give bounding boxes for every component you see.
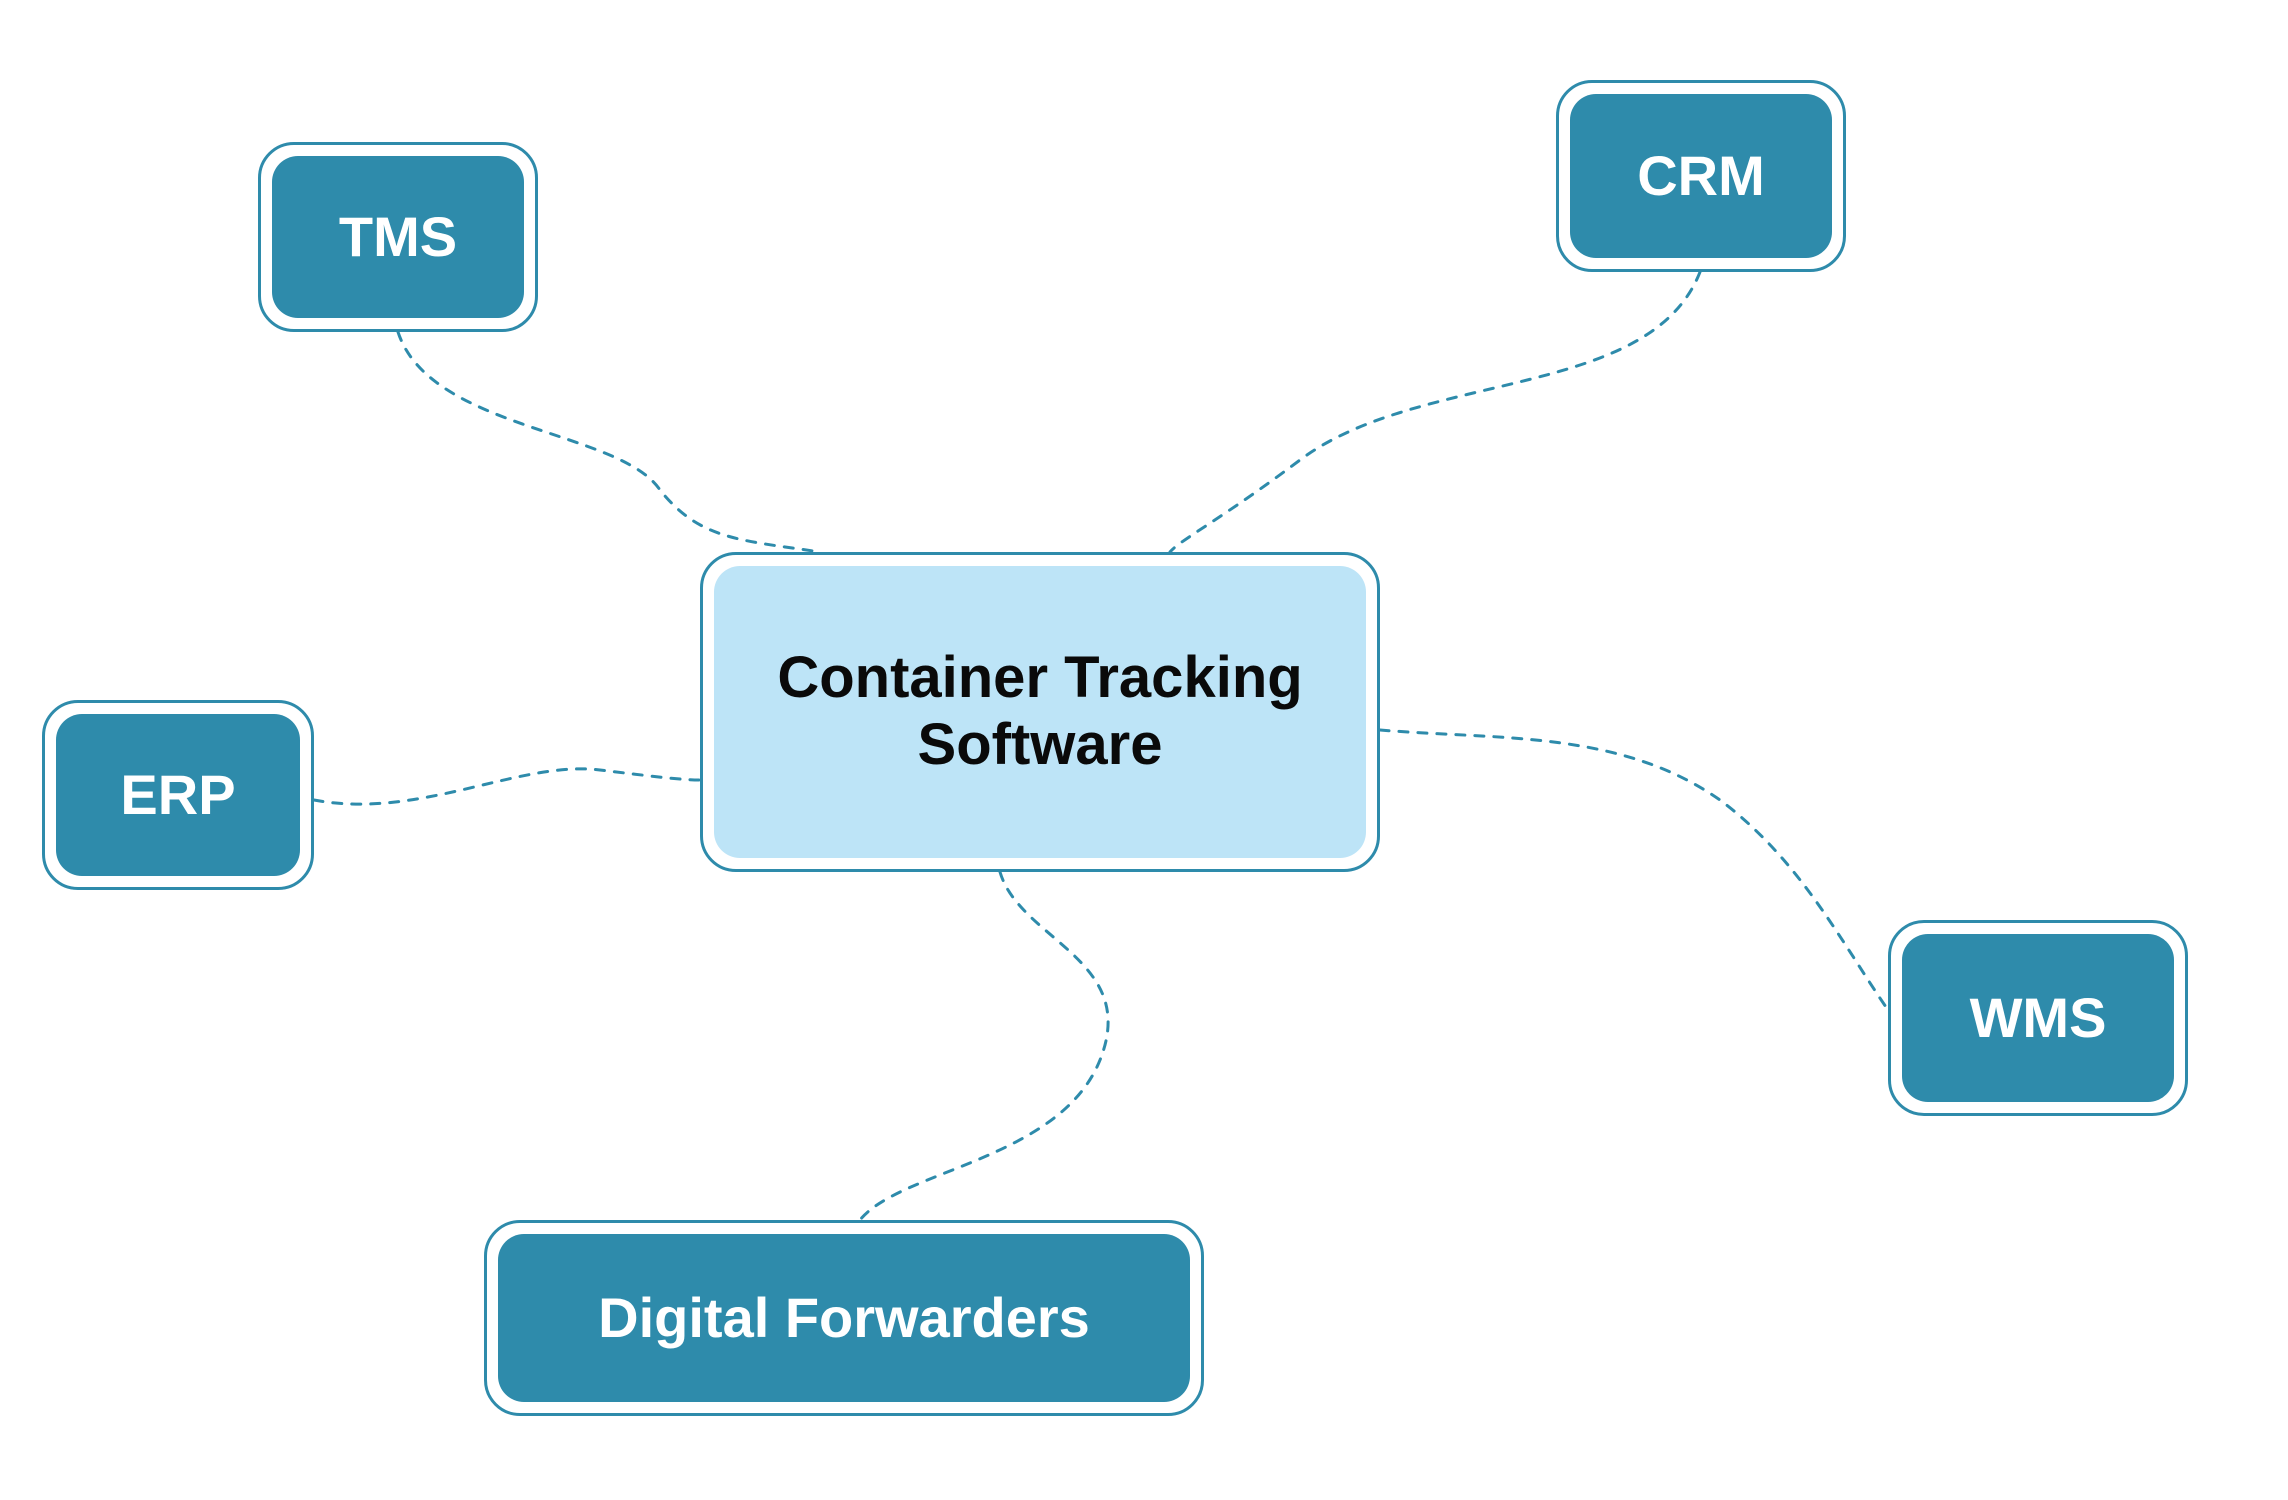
node-erp: ERP	[42, 700, 314, 890]
node-digital-forwarders: Digital Forwarders	[484, 1220, 1204, 1416]
node-center: Container Tracking Software	[700, 552, 1380, 872]
connector-wms	[1380, 730, 1888, 1010]
node-crm: CRM	[1556, 80, 1846, 272]
node-erp-inner: ERP	[56, 714, 300, 876]
node-wms-label: WMS	[1970, 986, 2107, 1050]
connector-digital-forwarders	[860, 872, 1108, 1220]
connector-erp	[314, 769, 700, 804]
diagram-stage: Container Tracking Software TMS CRM ERP WMS D…	[0, 0, 2288, 1500]
node-tms: TMS	[258, 142, 538, 332]
node-crm-label: CRM	[1637, 144, 1765, 208]
node-wms: WMS	[1888, 920, 2188, 1116]
node-crm-inner: CRM	[1570, 94, 1832, 258]
node-tms-label: TMS	[339, 205, 457, 269]
node-center-label: Container Tracking Software	[777, 645, 1302, 778]
node-erp-label: ERP	[120, 763, 235, 827]
connector-crm	[1170, 272, 1700, 552]
node-digital-forwarders-label: Digital Forwarders	[598, 1286, 1090, 1350]
node-center-inner: Container Tracking Software	[714, 566, 1366, 858]
node-tms-inner: TMS	[272, 156, 524, 318]
node-digital-forwarders-inner: Digital Forwarders	[498, 1234, 1190, 1402]
node-wms-inner: WMS	[1902, 934, 2174, 1102]
connector-tms	[398, 332, 820, 552]
